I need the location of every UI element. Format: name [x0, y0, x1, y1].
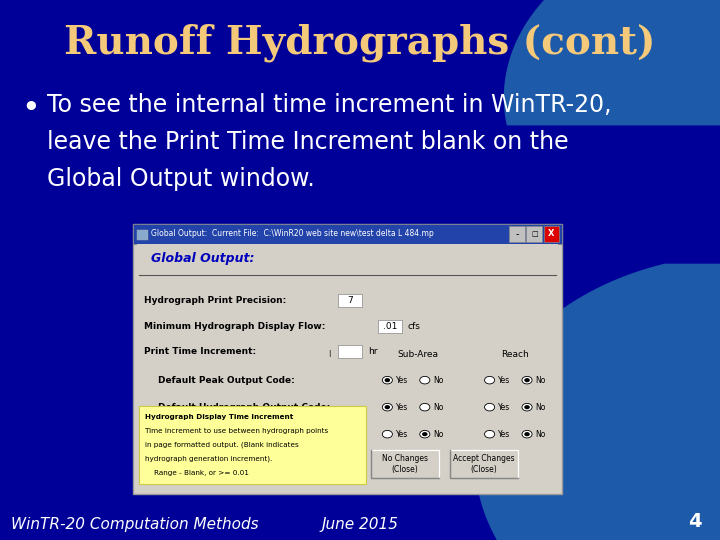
Text: Yes: Yes — [498, 430, 510, 438]
Text: Range - Blank, or >= 0.01: Range - Blank, or >= 0.01 — [145, 470, 248, 476]
Text: Yes: Yes — [498, 376, 510, 384]
Text: Global Output window.: Global Output window. — [47, 167, 315, 191]
FancyBboxPatch shape — [526, 226, 542, 242]
Circle shape — [420, 430, 430, 438]
Text: To see the internal time increment in WinTR-20,: To see the internal time increment in Wi… — [47, 93, 611, 117]
Text: □: □ — [531, 231, 538, 237]
Circle shape — [524, 378, 530, 382]
Text: Global Output:: Global Output: — [151, 252, 255, 265]
Text: No Changes
(Close): No Changes (Close) — [382, 454, 428, 474]
Text: 4: 4 — [688, 511, 702, 531]
FancyBboxPatch shape — [338, 345, 362, 358]
FancyBboxPatch shape — [378, 320, 402, 333]
Text: Hydrograph Display Time Increment: Hydrograph Display Time Increment — [145, 414, 293, 420]
Text: Yes: Yes — [396, 403, 408, 411]
Text: No: No — [433, 376, 444, 384]
FancyBboxPatch shape — [133, 224, 562, 244]
FancyBboxPatch shape — [509, 226, 525, 242]
Circle shape — [485, 430, 495, 438]
Text: Yes: Yes — [498, 403, 510, 411]
FancyBboxPatch shape — [544, 226, 559, 242]
Circle shape — [422, 432, 428, 436]
Text: Yes: Yes — [396, 430, 408, 438]
Text: No: No — [536, 430, 546, 438]
Text: June 2015: June 2015 — [322, 517, 398, 532]
FancyBboxPatch shape — [137, 244, 558, 272]
Circle shape — [384, 378, 390, 382]
Text: Print Time Increment:: Print Time Increment: — [144, 347, 256, 356]
FancyBboxPatch shape — [133, 224, 562, 494]
Text: in page formatted output. (Blank indicates: in page formatted output. (Blank indicat… — [145, 442, 299, 448]
Text: X: X — [548, 230, 555, 238]
Circle shape — [485, 376, 495, 384]
FancyBboxPatch shape — [450, 450, 518, 478]
Text: Default Hydrograph File Code:: Default Hydrograph File Code: — [158, 430, 313, 438]
Text: hydrograph generation increment).: hydrograph generation increment). — [145, 456, 272, 462]
Text: Runoff Hydrographs (cont): Runoff Hydrographs (cont) — [64, 24, 656, 63]
FancyBboxPatch shape — [338, 294, 362, 307]
Text: No: No — [536, 403, 546, 411]
Circle shape — [522, 430, 532, 438]
Text: .01: .01 — [383, 322, 397, 330]
Text: 7: 7 — [348, 296, 353, 305]
Text: No: No — [433, 403, 444, 411]
FancyBboxPatch shape — [139, 406, 366, 484]
Text: •: • — [22, 92, 40, 124]
Text: Sub-Area: Sub-Area — [397, 350, 438, 359]
Text: Accept Changes
(Close): Accept Changes (Close) — [454, 454, 515, 474]
FancyBboxPatch shape — [371, 450, 439, 478]
Text: |: | — [328, 350, 331, 356]
Circle shape — [420, 376, 430, 384]
Text: No: No — [433, 430, 444, 438]
Text: No: No — [536, 376, 546, 384]
Text: Minimum Hydrograph Display Flow:: Minimum Hydrograph Display Flow: — [144, 322, 325, 330]
Text: Reach: Reach — [501, 350, 528, 359]
Circle shape — [420, 403, 430, 411]
Text: Global Output:  Current File:  C:\WinR20 web site new\test delta L 484.mp: Global Output: Current File: C:\WinR20 w… — [151, 230, 434, 238]
Circle shape — [522, 376, 532, 384]
Text: -: - — [516, 229, 518, 239]
Circle shape — [382, 403, 392, 411]
Text: cfs: cfs — [408, 322, 420, 330]
Circle shape — [382, 430, 392, 438]
Text: Default Hydrograph Output Code:: Default Hydrograph Output Code: — [158, 403, 330, 411]
FancyBboxPatch shape — [137, 230, 148, 240]
Circle shape — [384, 405, 390, 409]
Circle shape — [485, 403, 495, 411]
Text: WinTR-20 Computation Methods: WinTR-20 Computation Methods — [11, 517, 258, 532]
Circle shape — [382, 376, 392, 384]
Circle shape — [524, 432, 530, 436]
Text: Yes: Yes — [396, 376, 408, 384]
Text: Hydrograph Print Precision:: Hydrograph Print Precision: — [144, 296, 287, 305]
Circle shape — [522, 403, 532, 411]
Text: leave the Print Time Increment blank on the: leave the Print Time Increment blank on … — [47, 130, 568, 154]
Circle shape — [524, 405, 530, 409]
Text: hr: hr — [368, 347, 377, 356]
Text: Default Peak Output Code:: Default Peak Output Code: — [158, 376, 295, 384]
Text: Time increment to use between hydrograph points: Time increment to use between hydrograph… — [145, 428, 328, 434]
